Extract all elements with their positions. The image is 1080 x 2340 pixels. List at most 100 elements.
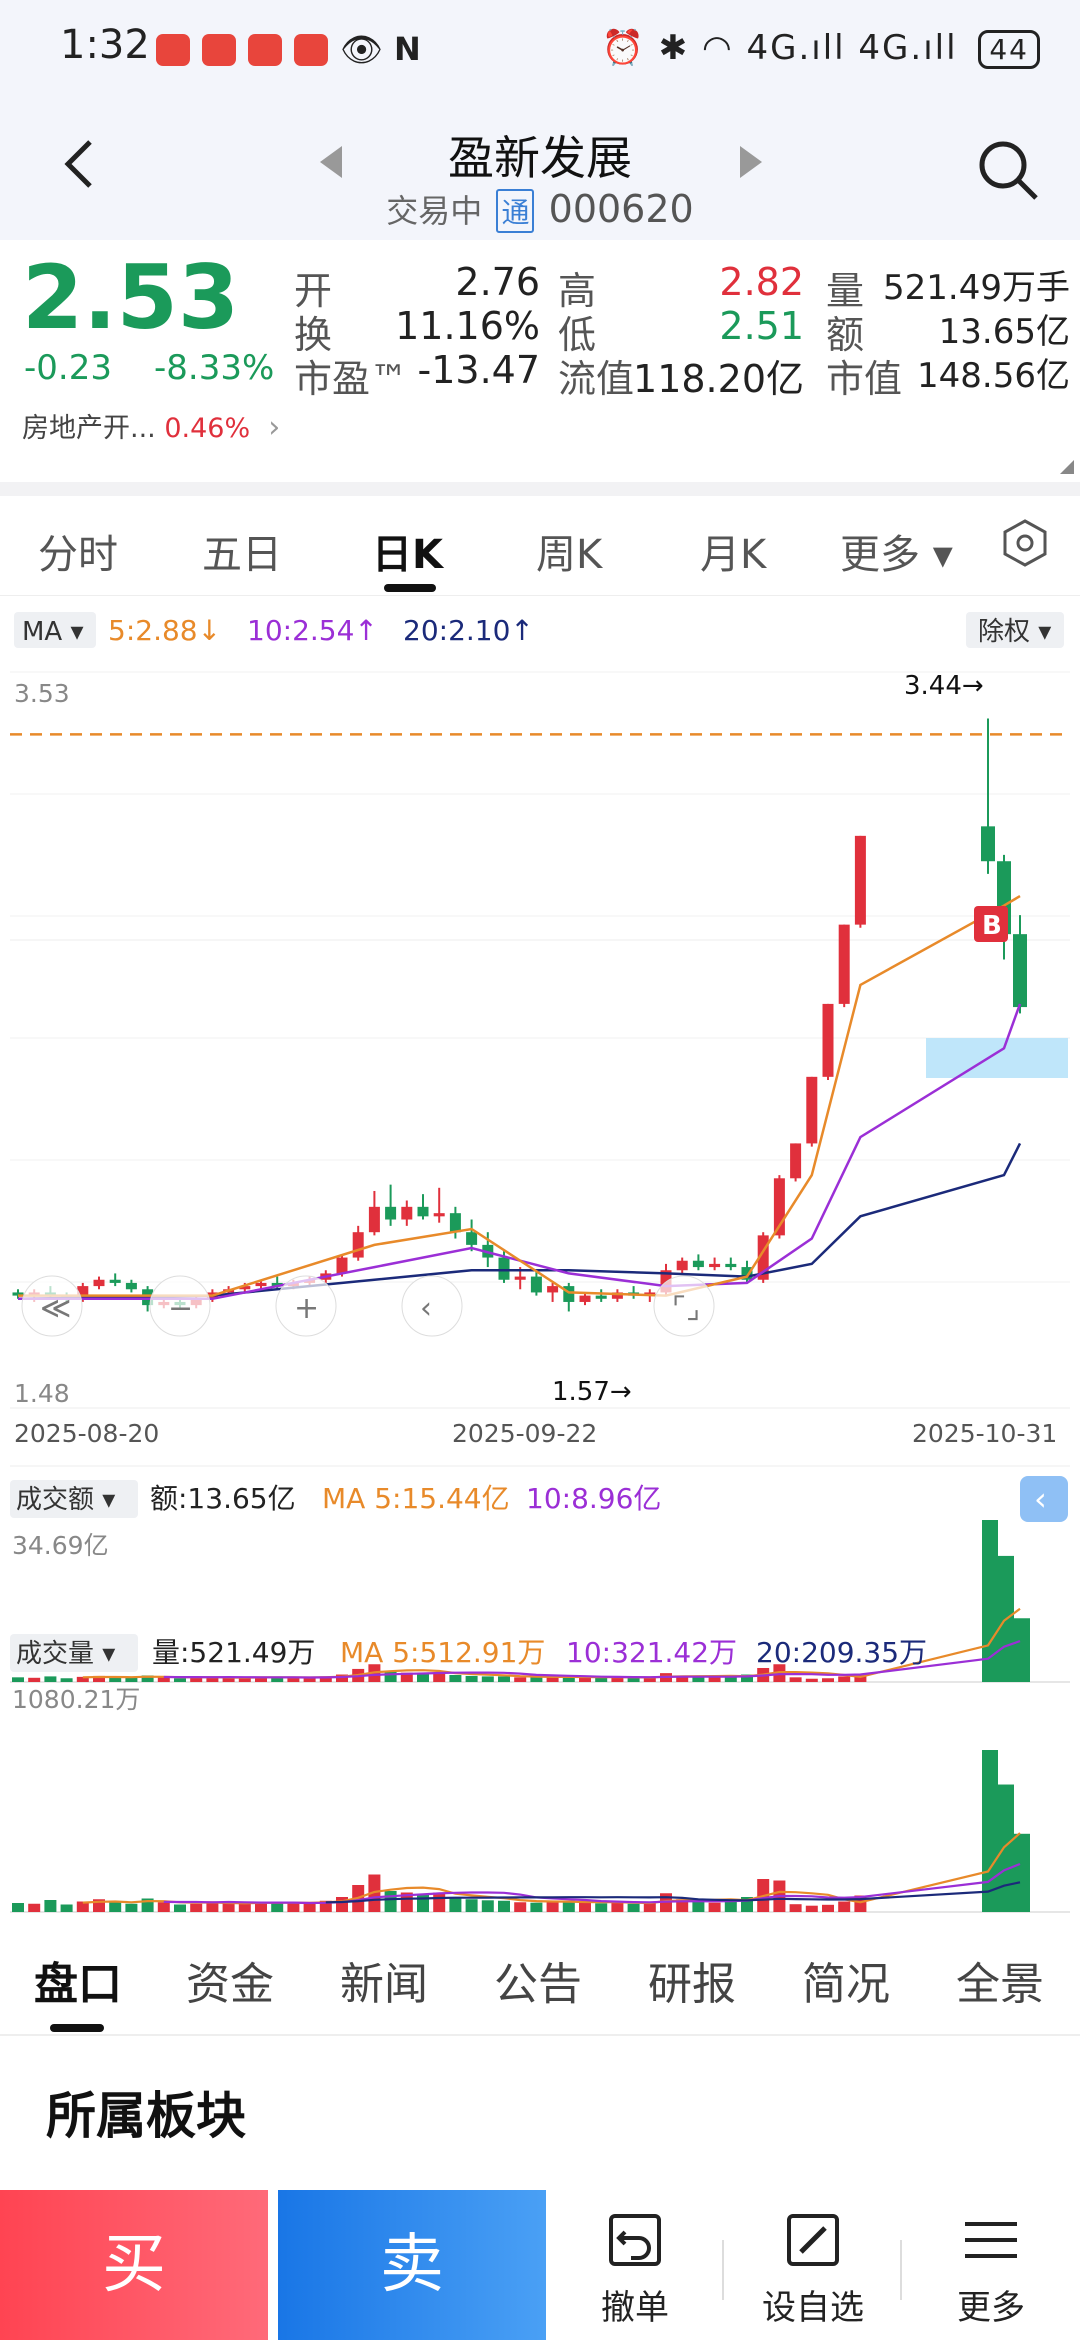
price-change-pct: -8.33% — [154, 348, 275, 388]
ma10-line — [18, 1003, 1022, 1301]
status-icons: ⏰ ✱ ◠ 4G.ıll 4G.ıll 44 — [602, 28, 1040, 69]
quote-value: 521.49万手 — [883, 268, 1070, 308]
quote-label: 流值 — [558, 357, 635, 401]
turnover-bar — [562, 1676, 575, 1682]
detail-tab[interactable]: 资金 — [186, 1959, 274, 2010]
turnover-bar — [805, 1678, 818, 1682]
volume-bar — [1014, 1833, 1030, 1912]
candle-body — [271, 1282, 283, 1287]
sector-link[interactable]: 房地产开... 0.46% › — [22, 406, 280, 445]
turnover-bar — [222, 1676, 235, 1682]
fullscreen-button[interactable] — [653, 1275, 715, 1337]
quote-label: 开 — [294, 269, 333, 313]
detail-tab[interactable]: 公告 — [494, 1959, 582, 2010]
current-price: 2.53 — [22, 246, 240, 349]
detail-tab[interactable]: 简况 — [802, 1959, 890, 2010]
volume-bar — [498, 1900, 510, 1912]
add-watchlist-button[interactable]: 设自选 — [738, 2210, 888, 2329]
volume-bar — [692, 1901, 705, 1912]
zoom-in-button[interactable] — [275, 1275, 337, 1337]
add-watchlist-label: 设自选 — [762, 2288, 864, 2328]
divider — [900, 2240, 902, 2300]
detail-tab[interactable]: 研报 — [648, 1959, 736, 2010]
buy-button[interactable]: 买 — [0, 2190, 268, 2340]
adjust-selector — [966, 612, 1064, 648]
volume-bar — [627, 1903, 640, 1912]
y-max-label: 3.53 — [14, 679, 70, 708]
volume-selector-label: 成交量 ▾ — [16, 1639, 115, 1669]
turnover-bar — [125, 1677, 138, 1682]
rewind-button[interactable] — [21, 1275, 83, 1337]
ma-legend-item: 10:2.54↑ — [247, 614, 378, 647]
turnover-bar — [190, 1677, 203, 1682]
turnover-bar — [44, 1676, 57, 1682]
candle-body — [93, 1279, 105, 1287]
prev-stock-icon[interactable] — [320, 146, 342, 178]
candle-body — [611, 1292, 623, 1299]
ma20-line — [17, 1142, 1022, 1301]
cancel-order-button[interactable]: 撤单 — [560, 2210, 710, 2329]
zoom-out-button[interactable] — [149, 1275, 211, 1337]
more-button[interactable]: 更多 — [916, 2210, 1066, 2329]
turnover-bar — [336, 1674, 348, 1682]
turnover-value: 额:13.65亿 — [150, 1482, 296, 1515]
next-stock-icon[interactable] — [740, 146, 762, 178]
volume-bar — [481, 1900, 494, 1912]
volume-bar — [60, 1904, 73, 1912]
expand-corner-icon[interactable] — [1060, 460, 1074, 474]
volume-bar — [724, 1900, 737, 1912]
volume-bar — [319, 1900, 332, 1912]
turnover-bar — [724, 1676, 737, 1682]
volume-bar — [12, 1903, 24, 1912]
sell-button[interactable]: 卖 — [278, 2190, 546, 2340]
search-icon[interactable] — [976, 138, 1040, 202]
highlight-zone — [926, 1038, 1068, 1078]
candle-body — [385, 1206, 397, 1220]
candle-body — [838, 924, 850, 1004]
turnover-selector-label: 成交额 ▾ — [16, 1485, 115, 1515]
tab-period[interactable]: 周K — [536, 532, 603, 578]
turnover-bar — [157, 1677, 170, 1682]
tab-period[interactable]: 更多 ▾ — [840, 532, 953, 578]
volume-bar — [595, 1903, 608, 1912]
turnover-bar — [109, 1677, 122, 1682]
volume-bar — [643, 1902, 656, 1912]
volume-bar — [174, 1904, 186, 1912]
status-time: 1:32 — [60, 22, 150, 68]
pan-left-button[interactable] — [401, 1275, 463, 1337]
turnover-bar — [287, 1677, 300, 1682]
volume-bar — [44, 1900, 57, 1912]
undo-icon — [609, 2214, 661, 2266]
tab-period[interactable]: 日K — [372, 532, 443, 578]
kline-chart[interactable]: MA ▾ 5:2.88↓ 10:2.54↑ 20:2.10↑ 除权 ▾ 3.53 1.48 3… — [0, 600, 1080, 1916]
volume-bar — [546, 1901, 559, 1912]
back-arrow-icon[interactable] — [56, 138, 108, 190]
status-signal-text: ⏰ ✱ ◠ 4G.ıll 4G.ıll — [601, 28, 958, 68]
stock-subtitle: 交易中 通 000620 — [0, 186, 1080, 233]
quote-value: 2.51 — [719, 304, 804, 348]
detail-tab[interactable]: 新闻 — [340, 1959, 428, 2010]
notification-book-icon — [156, 34, 190, 66]
ma-legend-item: 5:2.88↓ — [108, 614, 221, 647]
volume-bar — [109, 1902, 122, 1912]
chart-settings-icon[interactable] — [1000, 518, 1050, 568]
tong-badge: 通 — [496, 189, 535, 233]
candle-body — [547, 1286, 559, 1293]
detail-tab[interactable]: 盘口 — [34, 1959, 122, 2010]
tab-period[interactable]: 月K — [700, 532, 767, 578]
quote-value: 2.76 — [455, 260, 540, 304]
tab-period[interactable]: 五日 — [202, 532, 282, 578]
volume-bar — [303, 1902, 316, 1912]
detail-tab[interactable]: 全景 — [956, 1959, 1044, 2010]
turnover-bar — [255, 1677, 267, 1682]
volume-bar — [368, 1874, 381, 1912]
tab-period[interactable]: 分时 — [38, 532, 118, 578]
ma-legend-item: 20:2.10↑ — [403, 614, 534, 647]
date-label: 2025-08-20 — [14, 1419, 159, 1448]
section-title: 所属板块 — [46, 2087, 246, 2145]
volume-bar — [238, 1903, 251, 1912]
candle-body — [352, 1232, 364, 1258]
volume-bar — [125, 1903, 138, 1912]
turnover-bar — [93, 1675, 105, 1682]
turnover-bar — [611, 1677, 624, 1682]
